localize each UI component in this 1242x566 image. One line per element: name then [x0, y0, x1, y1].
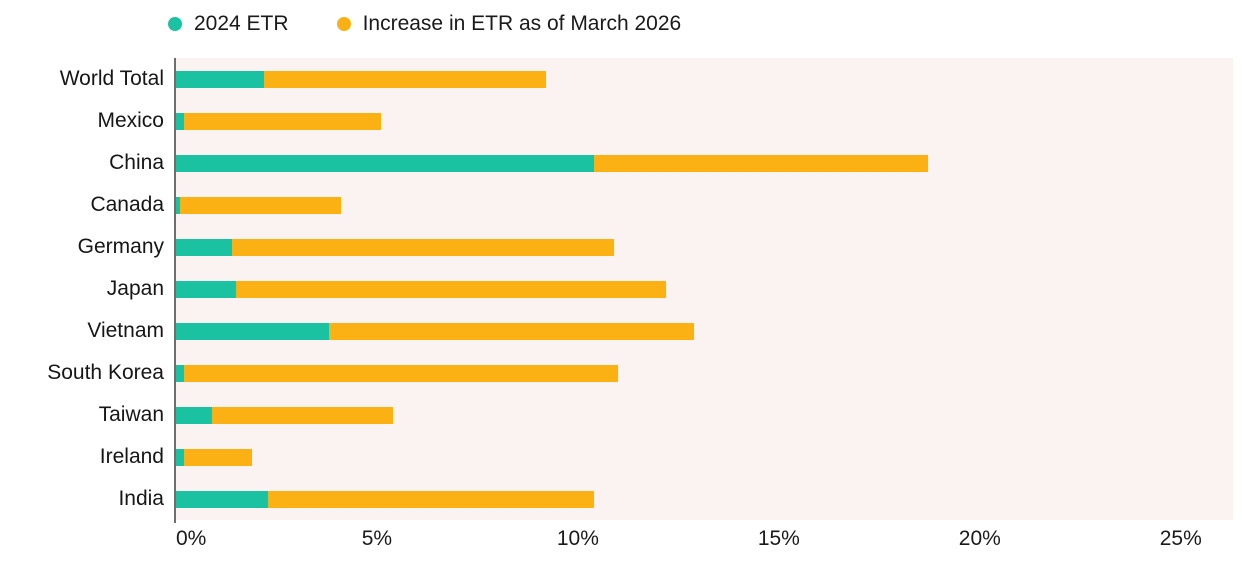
bar-segment-2024-etr: [176, 196, 181, 214]
stacked-bar: [176, 406, 1233, 424]
bar-segment-increase-2026: [236, 280, 667, 298]
stacked-bar: [176, 280, 1233, 298]
category-label: Ireland: [99, 445, 164, 468]
bar-segment-2024-etr: [176, 448, 185, 466]
bar-row: [176, 100, 1233, 142]
category-label: Germany: [77, 235, 164, 258]
stacked-bar: [176, 154, 1233, 172]
bar-segment-2024-etr: [176, 112, 185, 130]
plot-area: [176, 58, 1233, 520]
bar-segment-increase-2026: [180, 196, 341, 214]
x-axis-ticks: 0% 5% 10% 15% 20% 25%: [176, 527, 1233, 557]
category-label: Mexico: [97, 109, 164, 132]
x-tick-label: 0%: [176, 527, 207, 550]
x-tick-label: 10%: [556, 527, 599, 550]
category-label: Taiwan: [98, 403, 164, 426]
category-axis: World Total Mexico China Canada Germany Japan…: [0, 58, 164, 520]
legend-item-0: 2024 ETR: [168, 12, 289, 36]
x-tick-label: 5%: [361, 527, 393, 550]
bar-row: [176, 352, 1233, 394]
bar-row: [176, 436, 1233, 478]
bar-row: [176, 184, 1233, 226]
category-label: Vietnam: [87, 319, 164, 342]
stacked-bar: [176, 112, 1233, 130]
bar-segment-increase-2026: [184, 112, 381, 130]
y-axis-line: [174, 58, 176, 523]
legend-item-1: Increase in ETR as of March 2026: [336, 12, 682, 36]
category-label: World Total: [59, 67, 164, 90]
bar-segment-increase-2026: [184, 364, 619, 382]
category-label: Japan: [106, 277, 164, 300]
stacked-bar: [176, 364, 1233, 382]
stacked-bar: [176, 448, 1233, 466]
bar-segment-2024-etr: [176, 70, 265, 88]
category-label: India: [118, 487, 164, 510]
legend-dot-icon: [336, 17, 351, 31]
stacked-bar: [176, 238, 1233, 256]
stacked-bar: [176, 70, 1233, 88]
stacked-bar: [176, 322, 1233, 340]
bar-segment-2024-etr: [176, 406, 213, 424]
bar-row: [176, 478, 1233, 520]
bar-segment-increase-2026: [328, 322, 695, 340]
bar-segment-2024-etr: [176, 280, 237, 298]
bar-segment-increase-2026: [268, 490, 594, 508]
bar-segment-increase-2026: [593, 154, 928, 172]
bar-segment-increase-2026: [264, 70, 546, 88]
bar-segment-increase-2026: [232, 238, 615, 256]
stacked-bar: [176, 490, 1233, 508]
legend-label: 2024 ETR: [194, 12, 289, 35]
bar-segment-2024-etr: [176, 154, 594, 172]
category-label: South Korea: [47, 361, 164, 384]
bar-segment-increase-2026: [184, 448, 253, 466]
bar-segment-2024-etr: [176, 364, 185, 382]
x-tick-label: 15%: [757, 527, 800, 550]
legend: 2024 ETR Increase in ETR as of March 2026: [168, 8, 681, 40]
stacked-bar: [176, 196, 1233, 214]
bar-segment-2024-etr: [176, 490, 269, 508]
bar-row: [176, 268, 1233, 310]
bar-segment-2024-etr: [176, 238, 233, 256]
legend-label: Increase in ETR as of March 2026: [362, 12, 682, 35]
x-tick-label: 20%: [958, 527, 1001, 550]
bar-row: [176, 142, 1233, 184]
legend-dot-icon: [168, 17, 182, 31]
bar-row: [176, 394, 1233, 436]
category-label: China: [109, 151, 164, 174]
bar-row: [176, 226, 1233, 268]
category-label: Canada: [90, 193, 164, 216]
x-tick-label: 25%: [1159, 527, 1202, 550]
bar-segment-increase-2026: [212, 406, 393, 424]
bar-segment-2024-etr: [176, 322, 329, 340]
bar-row: [176, 310, 1233, 352]
bar-row: [176, 58, 1233, 100]
